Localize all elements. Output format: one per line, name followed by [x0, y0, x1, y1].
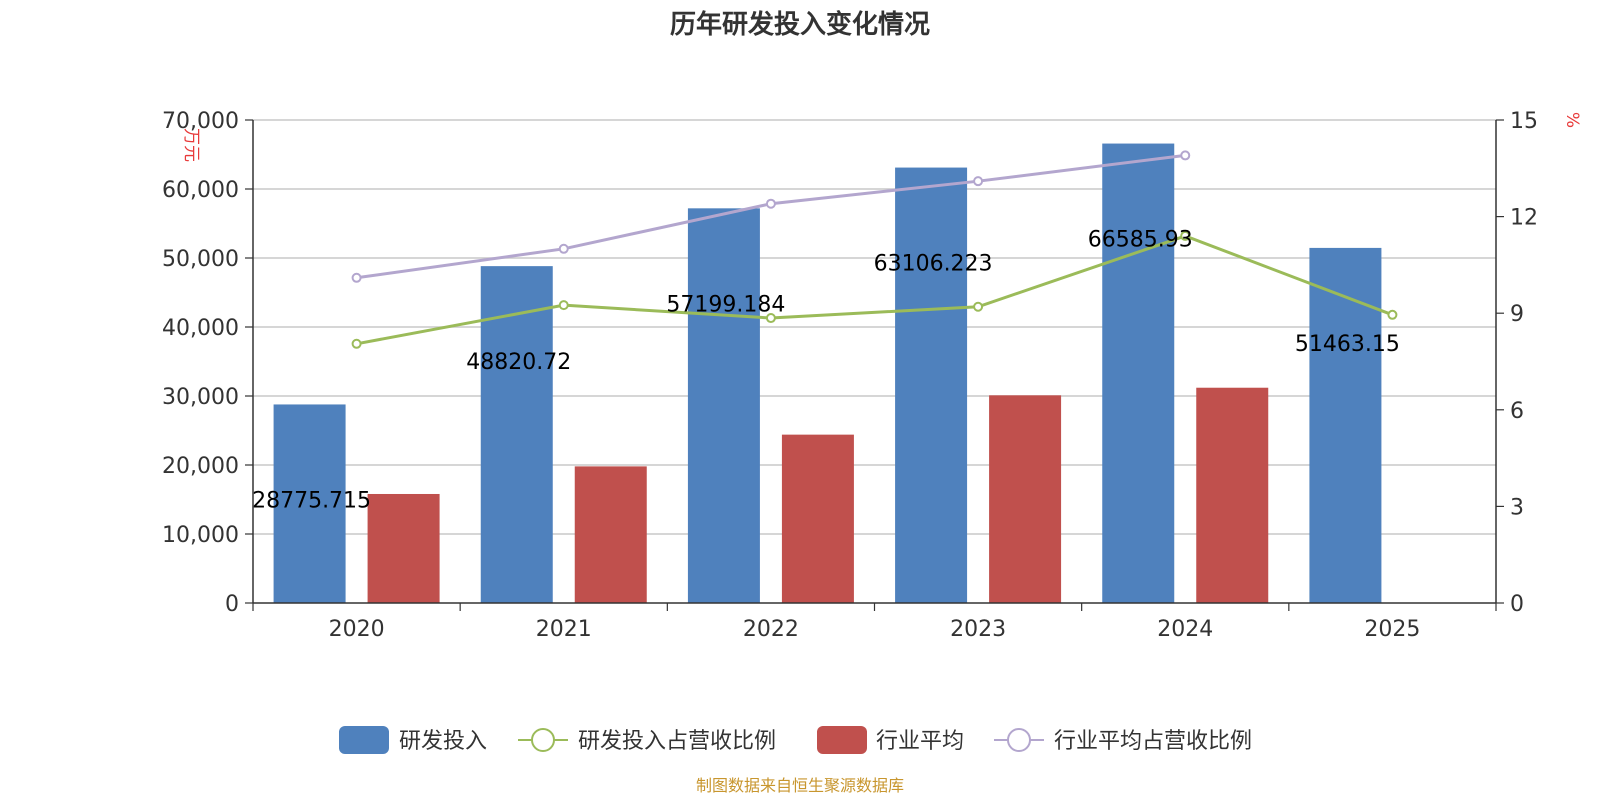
bar-industry-2020 [367, 493, 440, 603]
bar-industry-2024 [1196, 387, 1269, 603]
line-point [351, 338, 362, 349]
legend: 研发投入 研发投入占营收比例 行业平均 行业平均占营收比例 [339, 726, 1252, 754]
right-axis-unit: % [1562, 112, 1582, 128]
lines [351, 150, 1398, 349]
line-point [765, 313, 776, 324]
right-tick-label: 6 [1510, 399, 1524, 424]
bar-rd-2022 [687, 208, 760, 604]
left-tick-label: 50,000 [162, 247, 239, 272]
chart-title: 历年研发投入变化情况 [670, 9, 930, 40]
bar-rd-2023 [895, 167, 968, 603]
x-tick-label: 2021 [536, 617, 592, 642]
x-tick-label: 2020 [329, 617, 385, 642]
data-label: 51463.15 [1295, 332, 1400, 357]
legend-label: 行业平均占营收比例 [1054, 729, 1252, 754]
right-tick-label: 0 [1510, 592, 1524, 617]
legend-label: 研发投入占营收比例 [578, 729, 776, 754]
data-label: 57199.184 [666, 292, 785, 317]
right-tick-label: 12 [1510, 206, 1538, 231]
line-point [558, 243, 569, 254]
bar-industry-2022 [781, 434, 854, 603]
line-point [558, 300, 569, 311]
line-series-industry-ratio [356, 153, 1186, 280]
legend-swatch [339, 726, 389, 754]
left-tick-label: 20,000 [162, 454, 239, 479]
x-tick-label: 2023 [950, 617, 1006, 642]
data-labels: 28775.715 48820.72 57199.184 63106.223 66585… [252, 228, 1400, 514]
line-series-rd-ratio [356, 234, 1393, 346]
legend-label: 行业平均 [876, 729, 964, 754]
left-tick-label: 0 [225, 592, 239, 617]
bar-rd-2024 [1102, 143, 1175, 604]
data-label: 48820.72 [466, 350, 571, 375]
line-point [351, 272, 362, 283]
bars [273, 143, 1382, 604]
left-tick-label: 60,000 [162, 178, 239, 203]
right-tick-label: 15 [1510, 109, 1538, 134]
axes: 0 10,000 20,000 30,000 40,000 50,000 60,000 70,… [162, 109, 1538, 642]
line-point [765, 198, 776, 209]
data-label: 66585.93 [1088, 228, 1193, 253]
bar-rd-2020 [273, 404, 346, 603]
line-point [973, 176, 984, 187]
legend-swatch [817, 726, 867, 754]
bar-rd-2021 [480, 266, 553, 603]
legend-swatch-marker [531, 728, 555, 752]
bar-rd-2025 [1309, 247, 1382, 603]
left-axis-unit: 万元 [181, 128, 201, 162]
left-tick-label: 70,000 [162, 109, 239, 134]
left-tick-label: 10,000 [162, 523, 239, 548]
x-tick-label: 2025 [1364, 617, 1420, 642]
right-tick-label: 9 [1510, 302, 1524, 327]
line-point [1180, 150, 1191, 161]
data-label: 63106.223 [874, 252, 993, 277]
line-point [973, 301, 984, 312]
line-point [1180, 230, 1191, 241]
bar-industry-2021 [574, 466, 647, 603]
source-note: 制图数据来自恒生聚源数据库 [696, 776, 904, 795]
bar-industry-2023 [989, 395, 1062, 603]
x-tick-label: 2024 [1157, 617, 1213, 642]
legend-label: 研发投入 [399, 729, 487, 754]
gridlines [253, 119, 1496, 535]
data-label: 28775.715 [252, 488, 371, 513]
left-tick-label: 40,000 [162, 316, 239, 341]
right-tick-label: 3 [1510, 495, 1524, 520]
x-tick-label: 2022 [743, 617, 799, 642]
legend-swatch-marker [1007, 728, 1031, 752]
left-tick-label: 30,000 [162, 385, 239, 410]
line-point [1387, 309, 1398, 320]
